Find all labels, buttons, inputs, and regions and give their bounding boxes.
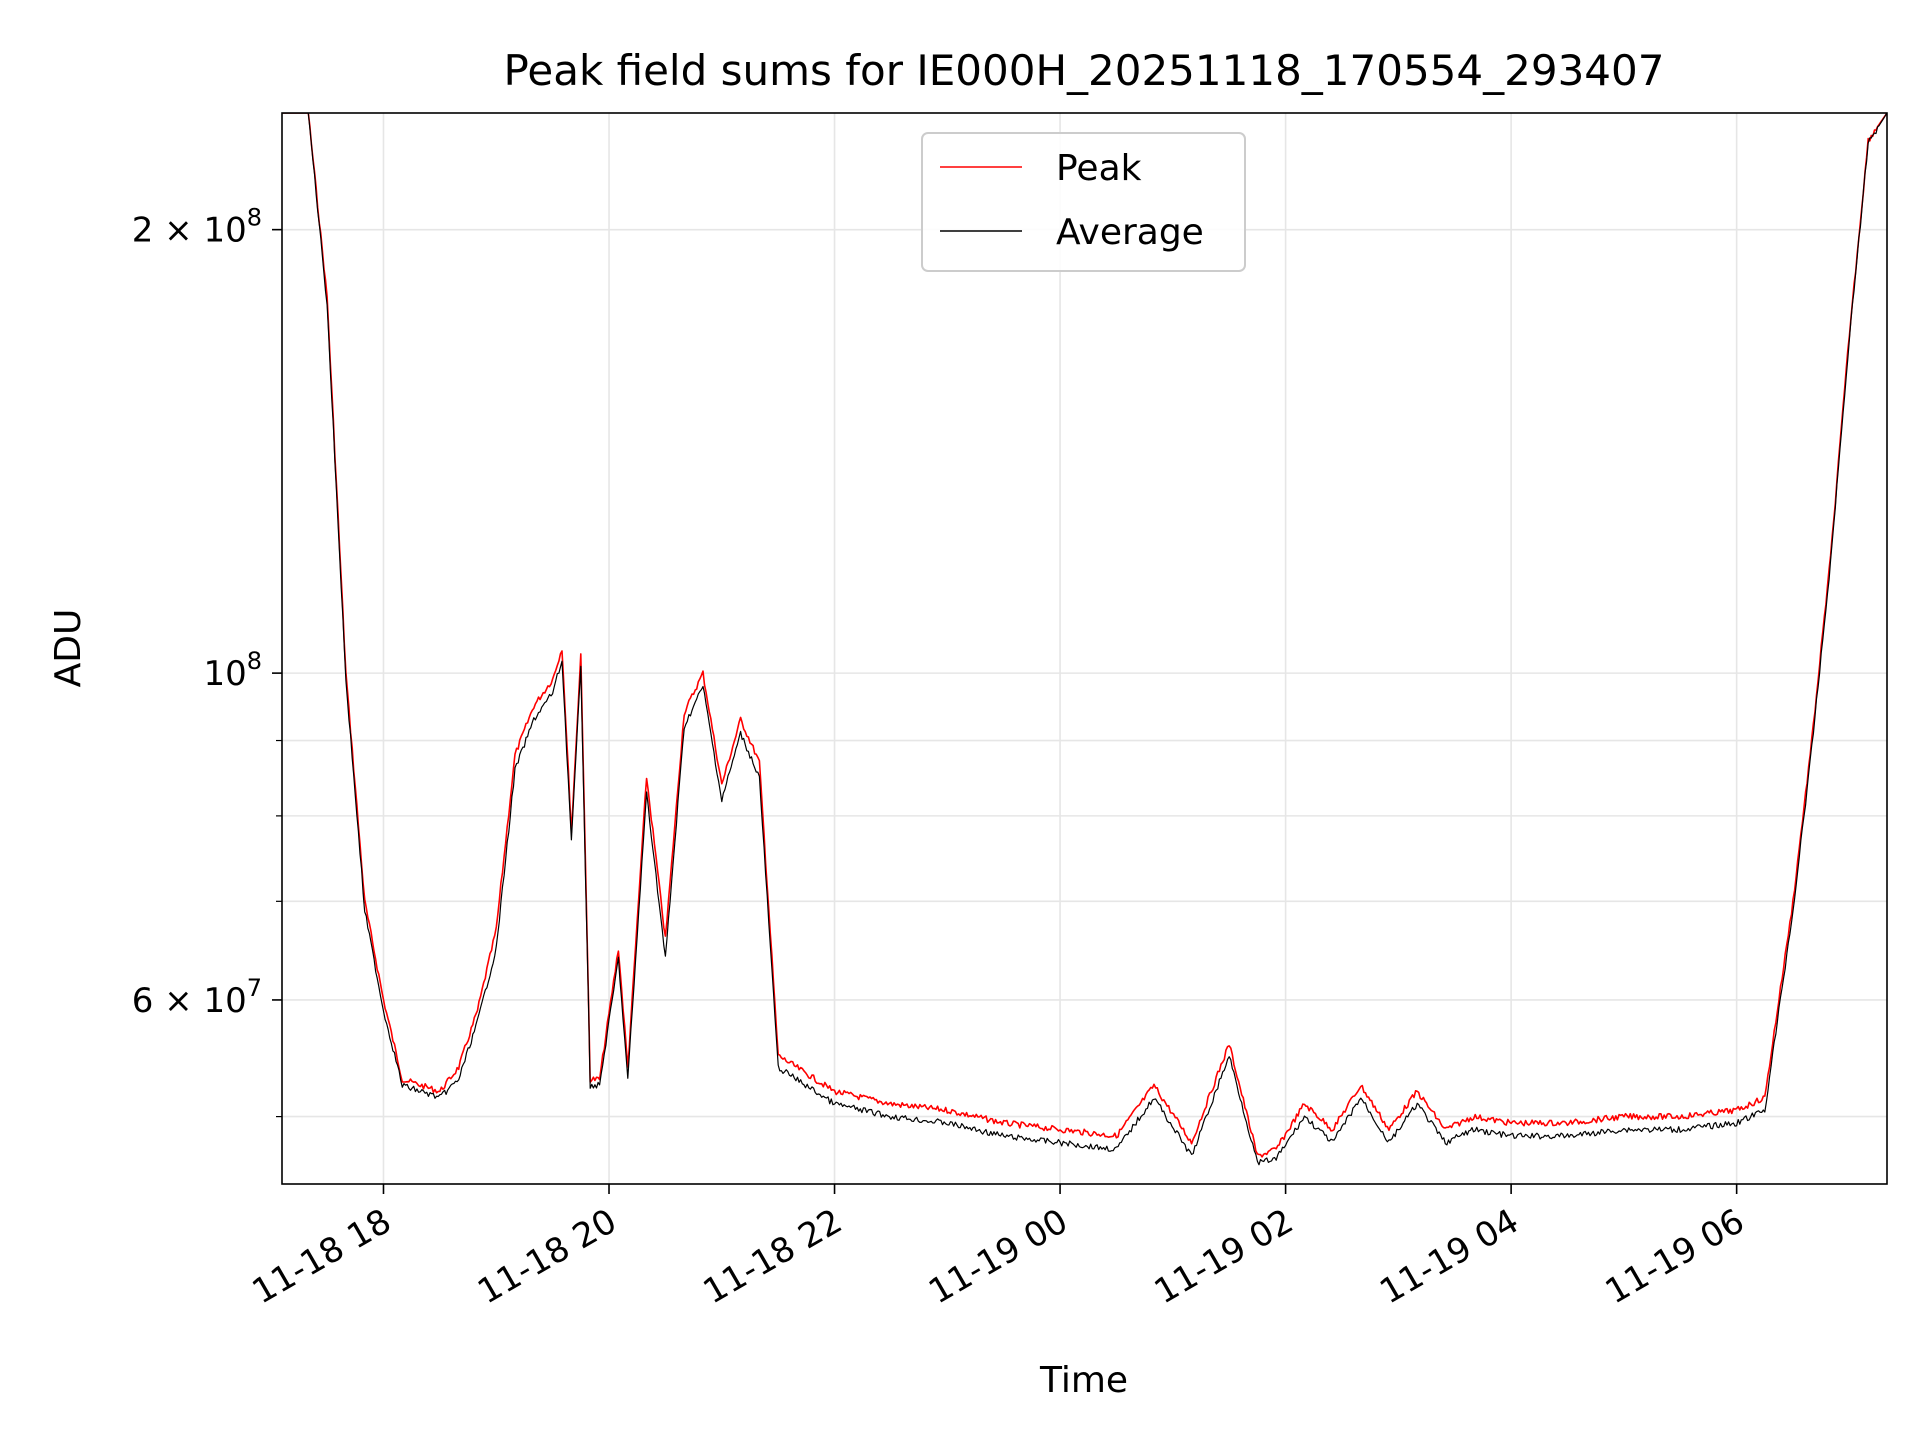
series-lines [282, 113, 1887, 1166]
y-tick-label: 108 [203, 647, 262, 694]
legend: Peak Average [921, 132, 1246, 272]
y-axis: 2 × 108 108 6 × 107 [132, 204, 282, 1118]
y-axis-label: ADU [48, 609, 89, 688]
y-tick-label: 6 × 107 [132, 974, 262, 1021]
x-axis-label: Time [1039, 1360, 1128, 1401]
series-line-average [282, 113, 1887, 1166]
chart-title: Peak field sums for IE000H_20251118_1705… [504, 46, 1665, 95]
plot-frame [281, 112, 1888, 1185]
grid-lines [282, 113, 1887, 1184]
y-tick-label: 2 × 108 [132, 204, 262, 251]
series-line-peak [282, 113, 1887, 1158]
legend-label-peak: Peak [1056, 148, 1142, 189]
legend-label-average: Average [1056, 212, 1204, 253]
